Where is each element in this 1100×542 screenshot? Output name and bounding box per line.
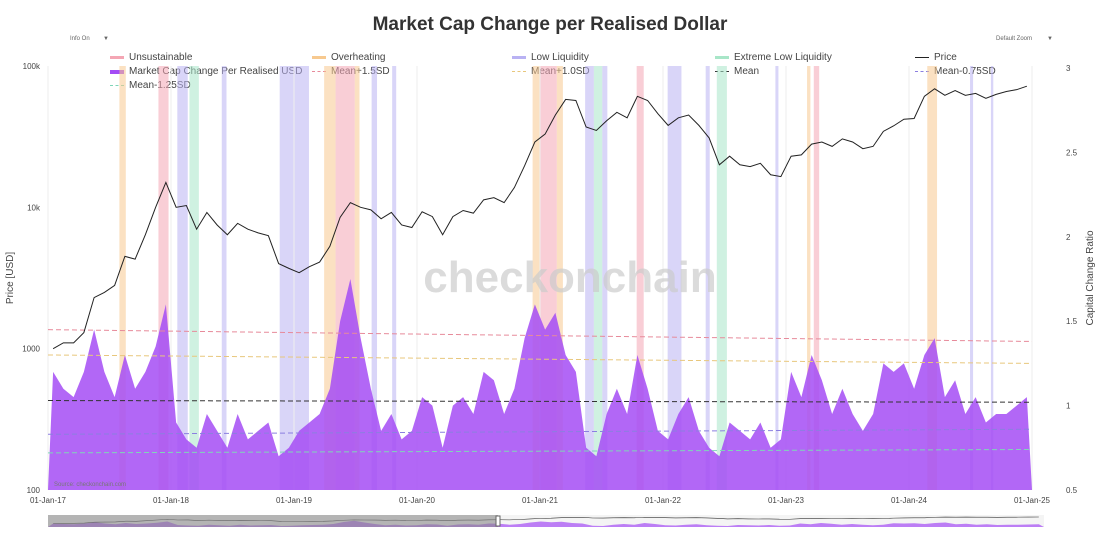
band-low-liquidity	[177, 66, 188, 490]
legend-label: Price	[934, 52, 957, 63]
x-tick-label: 01-Jan-21	[522, 496, 559, 505]
legend-label: Mean+1.5SD	[331, 66, 390, 77]
y2-tick-label: 1	[1066, 402, 1071, 411]
navigator-mask	[48, 515, 498, 527]
y-tick-label: 1000	[22, 345, 40, 354]
band-low-liquidity	[602, 66, 608, 490]
band-low-liquidity	[705, 66, 710, 490]
band-extreme-low-liquidity	[189, 66, 199, 490]
y2-tick-label: 3	[1066, 64, 1071, 73]
band-low-liquidity	[585, 66, 594, 490]
legend-label: Low Liquidity	[531, 52, 589, 63]
y-tick-label: 10k	[27, 203, 41, 212]
legend-swatch	[110, 69, 124, 74]
legend-label: Mean-0.75SD	[934, 66, 996, 77]
x-tick-label: 01-Jan-22	[645, 496, 682, 505]
legend-item[interactable]: Low Liquidity	[512, 52, 589, 63]
ratio-area	[48, 279, 1032, 490]
legend-swatch	[715, 56, 729, 59]
x-tick-label: 01-Jan-25	[1014, 496, 1051, 505]
band-overheating	[556, 66, 563, 490]
ref-line-mean-1-5sd	[47, 329, 1033, 342]
y-tick-label: 100k	[23, 62, 41, 71]
y2-tick-label: 2	[1066, 233, 1071, 242]
chart-title: Market Cap Change per Realised Dollar	[372, 14, 728, 35]
navigator-area	[48, 520, 1044, 527]
ref-line-mean-0-75sd	[47, 428, 1033, 435]
zoom-label: Default Zoom	[996, 36, 1033, 42]
legend-swatch	[110, 85, 124, 86]
y2-tick-label: 0.5	[1066, 486, 1078, 495]
legend-swatch	[915, 57, 929, 58]
band-extreme-low-liquidity	[593, 66, 603, 490]
legend-label: Market Cap Change Per Realised USD	[129, 66, 303, 77]
band-unsustainable	[158, 66, 169, 490]
x-tick-label: 01-Jan-20	[399, 496, 436, 505]
band-unsustainable	[813, 66, 820, 490]
legend-swatch	[312, 56, 326, 59]
ref-line-mean	[47, 400, 1033, 403]
band-overheating	[119, 66, 126, 490]
band-overheating	[532, 66, 540, 490]
ref-line-mean-1-25sd	[47, 448, 1033, 454]
legend-swatch	[512, 71, 526, 72]
band-low-liquidity	[970, 66, 974, 490]
x-tick-label: 01-Jan-19	[276, 496, 313, 505]
legend-item[interactable]: Market Cap Change Per Realised USD	[110, 66, 302, 77]
chevron-down-icon: ▼	[103, 36, 109, 42]
x-tick-label: 01-Jan-18	[153, 496, 190, 505]
legend-swatch	[512, 56, 526, 59]
band-overheating	[807, 66, 811, 490]
band-overheating	[354, 66, 360, 490]
info-toggle[interactable]: Info On ▼	[70, 36, 109, 42]
band-low-liquidity	[990, 66, 994, 490]
y-axis-label: Price [USD]	[5, 252, 16, 304]
legend-label: Extreme Low Liquidity	[734, 52, 832, 63]
zoom-select[interactable]: Default Zoom ▼	[996, 36, 1053, 42]
band-low-liquidity	[221, 66, 227, 490]
band-low-liquidity	[667, 66, 682, 490]
band-overheating	[324, 66, 336, 490]
chevron-down-icon: ▼	[1047, 36, 1053, 42]
legend-item[interactable]: Overheating	[312, 52, 385, 63]
ref-line-mean-1-0sd	[47, 354, 1033, 364]
legend-swatch	[312, 71, 326, 72]
legend-swatch	[110, 56, 124, 59]
x-tick-label: 01-Jan-17	[30, 496, 67, 505]
info-label: Info On	[70, 36, 90, 42]
y2-axis-label: Capital Change Ratio	[1085, 230, 1096, 325]
y2-tick-label: 1.5	[1066, 317, 1078, 326]
legend-label: Unsustainable	[129, 52, 193, 63]
legend-item[interactable]: Unsustainable	[110, 52, 192, 63]
legend-item[interactable]: Mean+1.5SD	[312, 66, 390, 77]
legend-swatch	[915, 71, 929, 72]
navigator-handle[interactable]	[495, 515, 501, 527]
band-low-liquidity	[775, 66, 779, 490]
x-tick-label: 01-Jan-24	[891, 496, 928, 505]
legend-item[interactable]: Mean-0.75SD	[915, 66, 996, 77]
watermark: checkonchain	[423, 253, 716, 302]
legend-item[interactable]: Extreme Low Liquidity	[715, 52, 832, 63]
y2-tick-label: 2.5	[1066, 148, 1078, 157]
band-extreme-low-liquidity	[716, 66, 727, 490]
band-low-liquidity	[392, 66, 397, 490]
legend-label: Overheating	[331, 52, 386, 63]
x-tick-label: 01-Jan-23	[768, 496, 805, 505]
legend-label: Mean	[734, 66, 760, 77]
band-unsustainable	[636, 66, 644, 490]
y-tick-label: 100	[27, 486, 41, 495]
band-low-liquidity	[371, 66, 378, 490]
navigator[interactable]	[48, 515, 1044, 527]
band-overheating	[927, 66, 938, 490]
legend-item[interactable]: Price	[915, 52, 957, 63]
price-line	[52, 85, 1028, 350]
source-label: Source: checkonchain.com	[54, 482, 126, 488]
